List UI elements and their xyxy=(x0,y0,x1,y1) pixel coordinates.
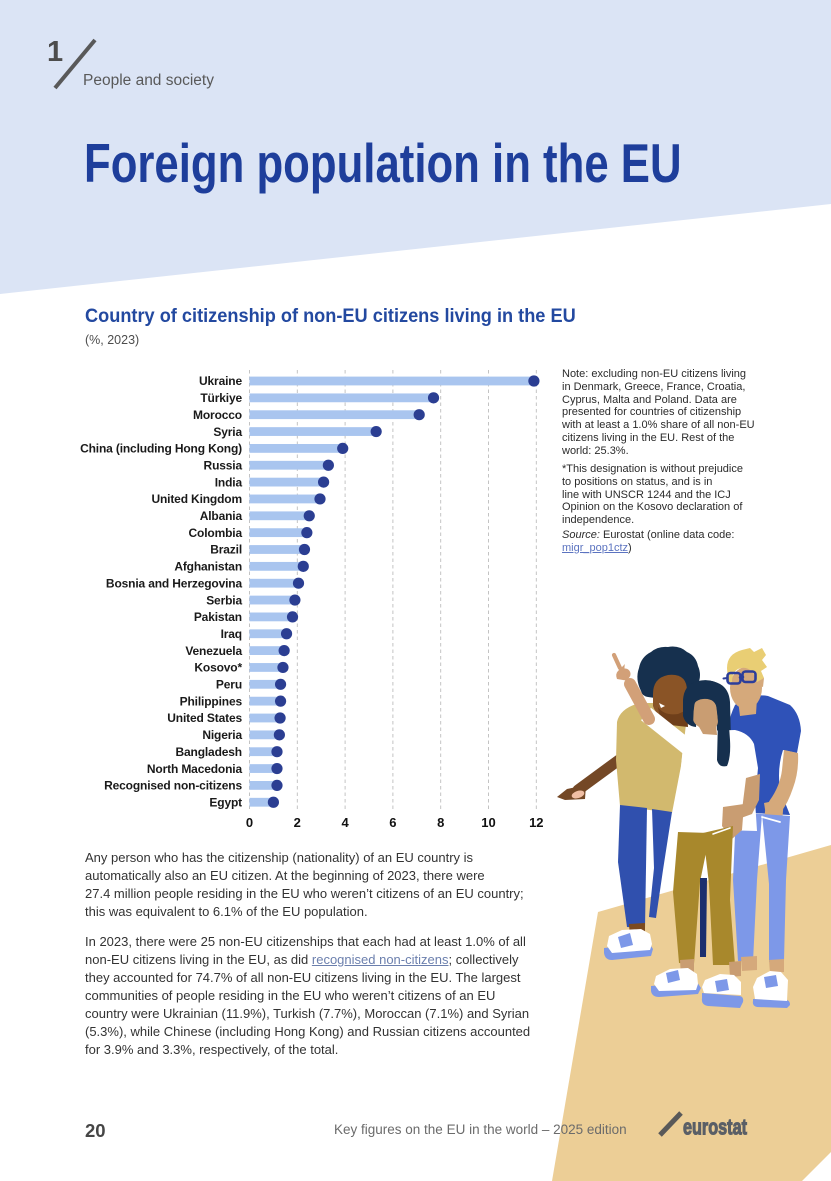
svg-text:United Kingdom: United Kingdom xyxy=(151,492,242,506)
svg-text:Afghanistan: Afghanistan xyxy=(174,560,242,574)
svg-text:North Macedonia: North Macedonia xyxy=(147,762,243,776)
svg-text:Bangladesh: Bangladesh xyxy=(175,745,242,759)
svg-text:4: 4 xyxy=(341,815,349,830)
svg-text:12: 12 xyxy=(529,815,543,830)
svg-text:Serbia: Serbia xyxy=(206,593,242,607)
svg-text:Ukraine: Ukraine xyxy=(199,374,242,388)
svg-text:China (including Hong Kong): China (including Hong Kong) xyxy=(80,442,242,456)
svg-text:Egypt: Egypt xyxy=(209,795,242,809)
svg-text:Brazil: Brazil xyxy=(210,543,242,557)
svg-text:United States: United States xyxy=(167,711,242,725)
svg-text:Philippines: Philippines xyxy=(180,694,243,708)
svg-text:Venezuela: Venezuela xyxy=(185,644,242,658)
svg-text:Syria: Syria xyxy=(213,425,242,439)
svg-text:Albania: Albania xyxy=(200,509,243,523)
svg-text:Recognised non-citizens: Recognised non-citizens xyxy=(104,779,242,793)
svg-text:Bosnia and Herzegovina: Bosnia and Herzegovina xyxy=(106,576,243,590)
svg-text:Pakistan: Pakistan xyxy=(194,610,242,624)
svg-text:Iraq: Iraq xyxy=(221,627,242,641)
svg-text:2: 2 xyxy=(294,815,301,830)
svg-text:India: India xyxy=(215,475,243,489)
svg-text:Kosovo*: Kosovo* xyxy=(194,661,242,675)
svg-text:10: 10 xyxy=(481,815,495,830)
svg-text:8: 8 xyxy=(437,815,444,830)
svg-text:6: 6 xyxy=(389,815,396,830)
svg-text:Morocco: Morocco xyxy=(193,408,242,422)
svg-text:Russia: Russia xyxy=(204,458,243,472)
svg-text:Peru: Peru xyxy=(216,678,242,692)
svg-text:0: 0 xyxy=(246,815,253,830)
svg-text:Nigeria: Nigeria xyxy=(202,728,242,742)
svg-text:Colombia: Colombia xyxy=(189,526,243,540)
svg-text:eurostat: eurostat xyxy=(683,1115,747,1140)
svg-text:Türkiye: Türkiye xyxy=(200,391,242,405)
